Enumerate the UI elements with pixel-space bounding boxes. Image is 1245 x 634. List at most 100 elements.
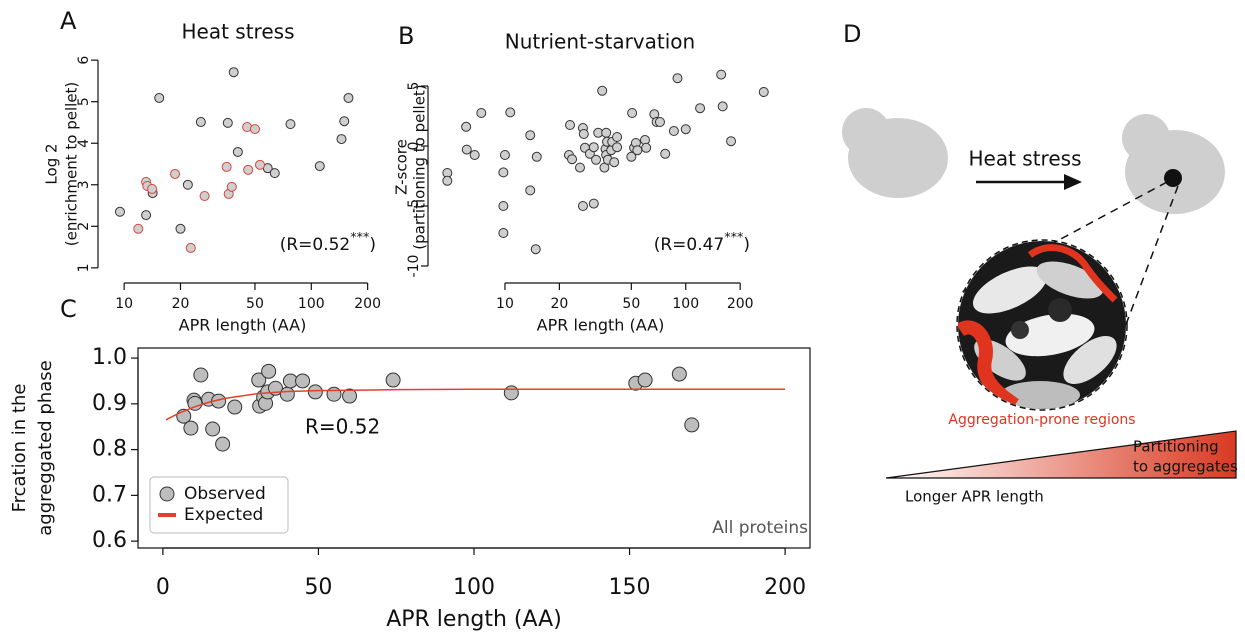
y-tick-label: -10 xyxy=(406,255,422,278)
point xyxy=(243,164,254,175)
point xyxy=(498,201,509,211)
y-tick-label: 2 xyxy=(76,222,92,231)
point xyxy=(228,67,239,78)
point xyxy=(249,124,260,135)
x-tick-label: 0 xyxy=(156,575,170,600)
annotation-part: (R=0.52 xyxy=(280,235,351,255)
point xyxy=(336,134,347,145)
point xyxy=(232,146,243,157)
point xyxy=(717,101,728,112)
annotation-part: (R=0.47 xyxy=(654,235,725,255)
x-tick-label: 200 xyxy=(727,296,754,312)
y-axis-label: Log 2 xyxy=(43,143,61,184)
y-tick-label: 5 xyxy=(406,82,422,91)
point xyxy=(133,223,144,234)
point xyxy=(226,181,237,192)
point xyxy=(222,117,233,128)
cell xyxy=(848,118,948,198)
x-tick-label: 150 xyxy=(609,575,651,600)
point xyxy=(170,168,181,179)
point xyxy=(498,167,509,178)
point xyxy=(654,117,665,127)
point xyxy=(175,223,186,234)
y-tick-label: -5 xyxy=(406,199,422,213)
point xyxy=(531,151,542,162)
legend-label: Observed xyxy=(184,484,266,504)
point xyxy=(476,108,487,118)
y-tick-label: 5 xyxy=(76,97,92,106)
point xyxy=(577,201,588,211)
gradient-label: to aggregates xyxy=(1133,458,1238,476)
point xyxy=(342,388,358,404)
x-tick-label: 50 xyxy=(246,296,264,312)
annotation-part: *** xyxy=(350,230,369,245)
point xyxy=(285,119,296,130)
point xyxy=(525,185,536,196)
y-tick-label: 3 xyxy=(76,180,92,189)
point xyxy=(609,157,620,168)
inset-label: Aggregation-prone regions xyxy=(948,412,1135,428)
point xyxy=(187,395,203,411)
y-tick-label: 0.7 xyxy=(92,482,127,507)
legend-label: Expected xyxy=(184,505,263,525)
point xyxy=(221,161,232,172)
chart-title: Nutrient-starvation xyxy=(505,30,695,54)
point xyxy=(612,132,623,142)
panel-label: A xyxy=(60,7,77,35)
point xyxy=(503,385,519,401)
point xyxy=(154,92,165,103)
zoom-line xyxy=(1121,185,1179,336)
point xyxy=(205,421,221,437)
y-tick-label: 0.8 xyxy=(92,437,127,462)
point xyxy=(641,142,652,153)
zoom-line xyxy=(961,181,1168,293)
point xyxy=(627,108,638,118)
point xyxy=(758,87,769,97)
point xyxy=(261,363,277,379)
annotation: All proteins xyxy=(712,518,808,538)
point xyxy=(612,142,623,153)
point xyxy=(339,116,350,127)
y-tick-label: 0 xyxy=(406,142,422,151)
point xyxy=(530,244,541,255)
y-axis-label: Z-score xyxy=(393,139,411,195)
point xyxy=(726,136,737,147)
annotation: (R=0.52***) xyxy=(280,230,376,256)
point xyxy=(632,145,643,156)
axis-label: Longer APR length xyxy=(905,488,1044,506)
point xyxy=(591,154,602,165)
y-tick-label: 1 xyxy=(76,263,92,272)
panel-label: C xyxy=(60,295,77,323)
inset xyxy=(958,241,1126,409)
x-tick-label: 200 xyxy=(764,575,806,600)
point xyxy=(147,183,158,194)
y-tick-label: 4 xyxy=(76,139,92,148)
point xyxy=(588,142,599,153)
x-tick-label: 50 xyxy=(622,296,640,312)
point xyxy=(597,85,608,96)
point xyxy=(574,162,585,173)
x-axis-label: APR length (AA) xyxy=(179,316,307,335)
point xyxy=(326,386,342,402)
point xyxy=(314,161,325,172)
point xyxy=(295,373,311,389)
arrow-head xyxy=(1064,174,1082,190)
y-tick-label: 1.0 xyxy=(92,345,127,370)
point xyxy=(385,372,401,388)
point xyxy=(668,126,679,136)
y-axis-label: (enrichment to pellet) xyxy=(63,82,81,247)
aggregate xyxy=(1164,169,1182,187)
point xyxy=(279,386,295,402)
x-tick-label: 10 xyxy=(115,296,133,312)
point xyxy=(505,107,516,118)
point xyxy=(498,228,509,238)
point xyxy=(251,372,267,388)
arrow-label: Heat stress xyxy=(969,147,1082,171)
point xyxy=(637,372,653,388)
x-tick-label: 100 xyxy=(453,575,495,600)
point xyxy=(525,130,536,141)
inset-outline xyxy=(956,239,1128,411)
point xyxy=(499,150,510,160)
y-tick-label: 0.6 xyxy=(92,528,127,553)
point xyxy=(343,92,354,103)
